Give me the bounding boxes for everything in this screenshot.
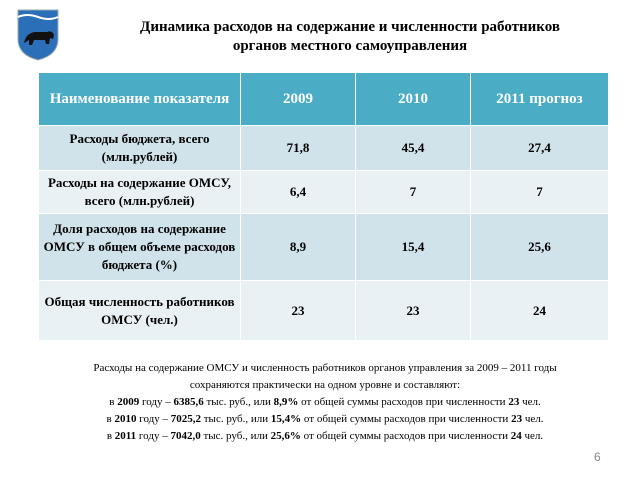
note-bold: 7042,0 [170,430,201,442]
note-text: году – [139,396,174,408]
note-bold: 15,4% [270,413,302,425]
header-row: Наименование показателя 2009 2010 2011 прог… [38,72,609,126]
note-text: чел. [522,413,544,425]
table-cell: 45,4 [355,125,471,171]
note-text: Расходы на содержание ОМСУ и численность… [93,362,557,374]
table-cell: 23 [355,280,471,341]
note-bold: 6385,6 [173,396,204,408]
table-cell: Расходы бюджета, всего (млн.рублей) [38,125,241,171]
note: Расходы на содержание ОМСУ и численность… [40,360,610,445]
table-cell: Общая численность работников ОМСУ (чел.) [38,280,241,341]
note-text: тыс. руб., или [201,413,271,425]
note-line: Расходы на содержание ОМСУ и численность… [40,360,610,377]
title: Динамика расходов на содержание и числен… [90,18,610,56]
table-cell: 24 [470,280,609,341]
header-cell: Наименование показателя [38,72,241,126]
table-cell: 6,4 [240,170,356,214]
table-cell: 27,4 [470,125,609,171]
note-bold: 7025,2 [170,413,201,425]
title-line: Динамика расходов на содержание и числен… [140,19,560,35]
header-cell: 2011 прогноз [470,72,609,126]
header-cell: 2009 [240,72,356,126]
note-text: от общей суммы расходов при численности [301,413,512,425]
note-text: тыс. руб., или [203,396,274,408]
note-line: в 2011 году – 7042,0 тыс. руб., или 25,6… [40,428,610,445]
note-bold: 24 [510,430,522,442]
note-text: в [106,430,115,442]
note-bold: 2011 [114,430,137,442]
table-cell: 7 [355,170,471,214]
note-text: от общей суммы расходов при численности [300,430,511,442]
note-bold: 25,6% [270,430,301,442]
table-cell: 15,4 [355,213,471,281]
note-bold: 8,9% [273,396,299,408]
note-text: в [106,413,115,425]
table-cell: Расходы на содержание ОМСУ, всего (млн.р… [38,170,241,214]
table-row: Доля расходов на содержание ОМСУ в общем… [38,213,609,281]
title-line: органов местного самоуправления [232,38,468,54]
table-cell: Доля расходов на содержание ОМСУ в общем… [38,213,241,281]
note-text: чел. [519,396,541,408]
table-row: Расходы бюджета, всего (млн.рублей) 71,8 4… [38,125,609,171]
note-bold: 23 [511,413,523,425]
note-text: чел. [521,430,544,442]
note-bold: 23 [508,396,520,408]
note-text: от общей суммы расходов при численности [298,396,509,408]
note-text: году – [136,430,171,442]
table-row: Расходы на содержание ОМСУ, всего (млн.р… [38,170,609,214]
page-number: 6 [594,450,601,464]
note-text: тыс. руб., или [200,430,271,442]
table-cell: 25,6 [470,213,609,281]
coat-of-arms [17,9,59,61]
note-line: в 2009 году – 6385,6 тыс. руб., или 8,9%… [40,394,610,411]
table-row: Общая численность работников ОМСУ (чел.)… [38,280,609,341]
note-text: сохраняются практически на одном уровне … [189,379,461,391]
note-line: сохраняются практически на одном уровне … [40,377,610,394]
table-cell: 7 [470,170,609,214]
data-table: Наименование показателя 2009 2010 2011 прог… [38,72,609,341]
note-line: в 2010 году – 7025,2 тыс. руб., или 15,4… [40,411,610,428]
note-text: в [109,396,118,408]
note-bold: 2009 [117,396,140,408]
table-cell: 71,8 [240,125,356,171]
table-cell: 23 [240,280,356,341]
note-bold: 2010 [114,413,137,425]
table-cell: 8,9 [240,213,356,281]
header-cell: 2010 [355,72,471,126]
note-text: году – [136,413,171,425]
